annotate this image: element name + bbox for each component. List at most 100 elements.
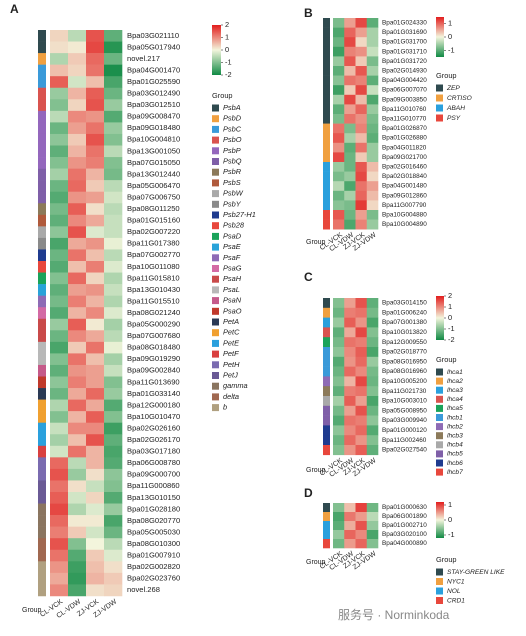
row-label: Bpa10G004890 [382,221,427,228]
colorbar-tick-label: 0 [448,313,452,322]
heatmap-cell [68,341,87,354]
row-label: Bpa07G002770 [127,250,180,259]
heatmap-cell [366,445,379,456]
heatmap-cell [86,64,105,77]
heatmap-cell [344,37,356,48]
heatmap-cell [104,434,123,447]
heatmap-cell [366,104,379,115]
group-cell [323,200,330,211]
heatmap-cell [344,307,356,318]
heatmap-cell [68,284,87,296]
group-cell [323,445,330,456]
heatmap-cell [86,526,105,539]
legend-label: STAY-GREEN LIKE [447,569,505,576]
heatmap-cell [333,94,345,105]
heatmap-cell [86,422,105,435]
legend-swatch [212,211,219,219]
heatmap-cell [104,364,123,377]
legend-swatch [436,423,443,431]
heatmap-cell [355,94,368,105]
heatmap-cell [50,364,69,377]
heatmap-cell [344,366,356,377]
heatmap-cell [68,53,87,65]
row-label: Bpa13G001050 [127,146,180,155]
heatmap-cell [68,330,87,343]
heatmap-cell [366,123,379,134]
heatmap-cell [86,203,105,216]
heatmap-cell [68,561,87,574]
legend-swatch [436,368,443,376]
heatmap-cell [344,27,356,38]
heatmap-cell [366,539,379,549]
heatmap-cell [355,405,368,416]
legend-label: ABAH [446,105,465,112]
heatmap-cell [366,152,379,163]
row-label: Bpa01G007910 [127,551,180,560]
heatmap-cell [104,376,123,389]
row-label: Bpa02G016460 [382,163,427,170]
heatmap-cell [68,122,87,135]
legend-label: PsaL [223,285,240,294]
panel-label: B [304,6,313,20]
legend-label: NOL [447,588,461,595]
panel-label: C [304,270,313,284]
heatmap-cell [344,521,356,531]
legend-swatch [212,136,219,144]
row-label: Bpa02G018770 [382,349,427,356]
row-label: Bpa12G000180 [127,400,180,409]
row-label: Bpa02G014930 [382,67,427,74]
heatmap-cell [50,30,69,42]
heatmap-cell [344,386,356,397]
group-cell [323,75,330,86]
heatmap-cell [366,133,379,144]
heatmap-cell [68,64,87,77]
legend-swatch [212,190,219,198]
heatmap-cell [366,181,379,192]
heatmap-cell [333,539,345,549]
legend-label: PsaO [223,306,242,315]
row-label: Bpa01G006240 [382,309,427,316]
group-cell [38,133,46,146]
heatmap-cell [366,503,379,513]
group-cell [323,539,330,549]
row-label: Bpa04G011820 [382,144,427,151]
heatmap-cell [86,145,105,158]
legend-swatch [212,318,219,326]
row-label: Bpa11G000860 [127,481,180,490]
heatmap-cell [333,512,345,522]
heatmap-cell [355,56,368,67]
heatmap-cell [333,85,345,96]
heatmap-cell [333,356,345,367]
heatmap-cell [333,317,345,328]
heatmap-cell [104,180,123,192]
heatmap-cell [50,538,69,551]
row-label: Bpa04G004420 [382,77,427,84]
group-cell [323,327,330,338]
heatmap-cell [104,133,123,146]
legend-label: PetF [223,349,239,358]
group-label: Group [306,467,326,474]
heatmap-cell [355,37,368,48]
heatmap-cell [366,317,379,328]
heatmap-cell [366,298,379,309]
heatmap-cell [86,87,105,100]
group-cell [38,561,46,574]
heatmap-cell [50,584,69,597]
heatmap-cell [344,133,356,144]
legend-label: gamma [223,381,248,390]
heatmap-cell [68,526,87,539]
row-label: Bpa09G018480 [127,123,180,132]
heatmap-cell [344,530,356,540]
heatmap-cell [104,330,123,343]
row-label: Bpa06G008780 [127,458,180,467]
group-cell [38,364,46,377]
group-cell [38,272,46,285]
row-label: Bpa07G015050 [127,158,180,167]
legend-label: PsbQ [223,156,242,165]
heatmap-cell [344,219,356,230]
heatmap-cell [50,411,69,423]
group-cell [38,330,46,343]
colorbar-tick-label: -1 [225,57,232,66]
row-label: Bpa07G007680 [127,331,180,340]
heatmap-cell [86,99,105,112]
